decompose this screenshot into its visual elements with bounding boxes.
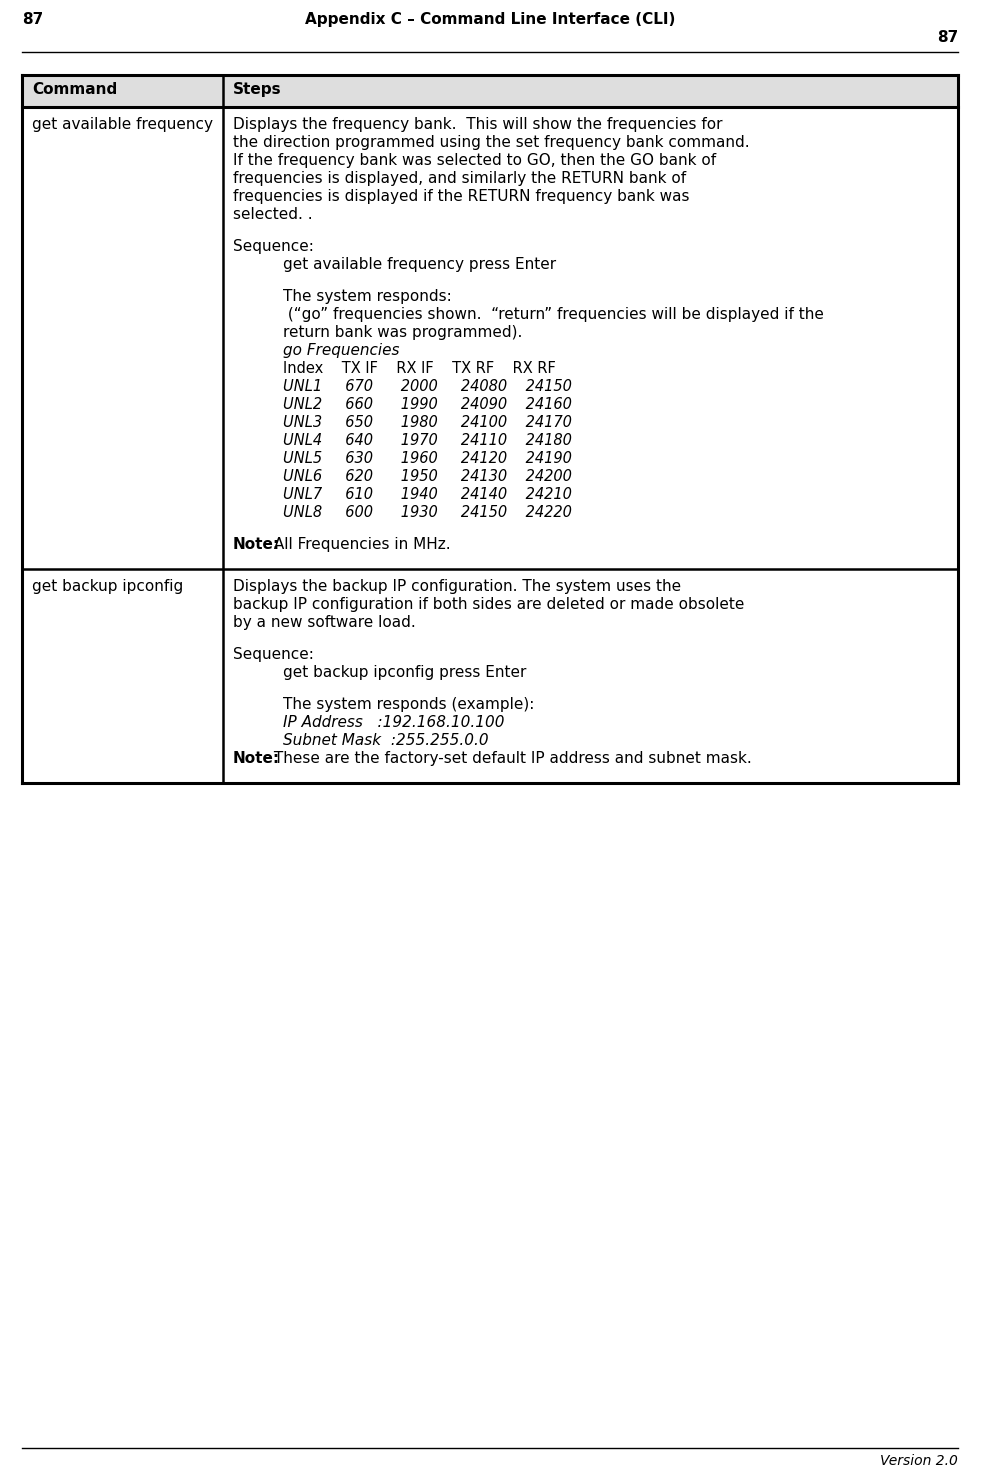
Text: UNL6     620      1950     24130    24200: UNL6 620 1950 24130 24200 bbox=[283, 469, 572, 484]
Text: Displays the frequency bank.  This will show the frequencies for: Displays the frequency bank. This will s… bbox=[233, 117, 722, 132]
Text: All Frequencies in MHz.: All Frequencies in MHz. bbox=[269, 537, 450, 552]
Text: Displays the backup IP configuration. The system uses the: Displays the backup IP configuration. Th… bbox=[233, 579, 681, 594]
Text: UNL5     630      1960     24120    24190: UNL5 630 1960 24120 24190 bbox=[283, 451, 572, 466]
Text: 87: 87 bbox=[22, 12, 43, 27]
Text: If the frequency bank was selected to GO, then the GO bank of: If the frequency bank was selected to GO… bbox=[233, 153, 716, 168]
Text: These are the factory-set default IP address and subnet mask.: These are the factory-set default IP add… bbox=[269, 751, 751, 766]
Text: UNL3     650      1980     24100    24170: UNL3 650 1980 24100 24170 bbox=[283, 416, 572, 430]
Text: Command: Command bbox=[32, 82, 118, 96]
Text: get backup ipconfig: get backup ipconfig bbox=[32, 579, 183, 594]
Text: IP Address   :192.168.10.100: IP Address :192.168.10.100 bbox=[283, 715, 504, 730]
Text: UNL7     610      1940     24140    24210: UNL7 610 1940 24140 24210 bbox=[283, 487, 572, 502]
Text: Steps: Steps bbox=[233, 82, 282, 96]
Text: Appendix C – Command Line Interface (CLI): Appendix C – Command Line Interface (CLI… bbox=[305, 12, 675, 27]
Text: go Frequencies: go Frequencies bbox=[283, 343, 399, 358]
Text: UNL4     640      1970     24110    24180: UNL4 640 1970 24110 24180 bbox=[283, 433, 572, 448]
Text: the direction programmed using the set frequency bank command.: the direction programmed using the set f… bbox=[233, 135, 749, 150]
Text: frequencies is displayed if the RETURN frequency bank was: frequencies is displayed if the RETURN f… bbox=[233, 188, 690, 203]
Text: Version 2.0: Version 2.0 bbox=[880, 1454, 958, 1468]
Text: Note:: Note: bbox=[233, 537, 281, 552]
Text: (“go” frequencies shown.  “return” frequencies will be displayed if the: (“go” frequencies shown. “return” freque… bbox=[283, 307, 824, 322]
Text: UNL2     660      1990     24090    24160: UNL2 660 1990 24090 24160 bbox=[283, 398, 572, 413]
Text: 87: 87 bbox=[937, 30, 958, 45]
Text: Index    TX IF    RX IF    TX RF    RX RF: Index TX IF RX IF TX RF RX RF bbox=[283, 361, 556, 375]
Text: backup IP configuration if both sides are deleted or made obsolete: backup IP configuration if both sides ar… bbox=[233, 597, 745, 611]
Text: The system responds:: The system responds: bbox=[283, 289, 451, 304]
Text: The system responds (example):: The system responds (example): bbox=[283, 697, 535, 712]
Text: selected. .: selected. . bbox=[233, 206, 313, 223]
Bar bbox=[22, 76, 958, 107]
Text: return bank was programmed).: return bank was programmed). bbox=[283, 325, 522, 340]
Text: Sequence:: Sequence: bbox=[233, 647, 314, 662]
Text: UNL8     600      1930     24150    24220: UNL8 600 1930 24150 24220 bbox=[283, 505, 572, 519]
Text: Subnet Mask  :255.255.0.0: Subnet Mask :255.255.0.0 bbox=[283, 733, 489, 748]
Text: get available frequency: get available frequency bbox=[32, 117, 213, 132]
Text: Sequence:: Sequence: bbox=[233, 239, 314, 254]
Text: by a new software load.: by a new software load. bbox=[233, 614, 416, 631]
Text: get available frequency press Enter: get available frequency press Enter bbox=[283, 257, 556, 272]
Text: Note:: Note: bbox=[233, 751, 281, 766]
Text: frequencies is displayed, and similarly the RETURN bank of: frequencies is displayed, and similarly … bbox=[233, 171, 686, 186]
Text: get backup ipconfig press Enter: get backup ipconfig press Enter bbox=[283, 665, 527, 680]
Text: UNL1     670      2000     24080    24150: UNL1 670 2000 24080 24150 bbox=[283, 378, 572, 393]
